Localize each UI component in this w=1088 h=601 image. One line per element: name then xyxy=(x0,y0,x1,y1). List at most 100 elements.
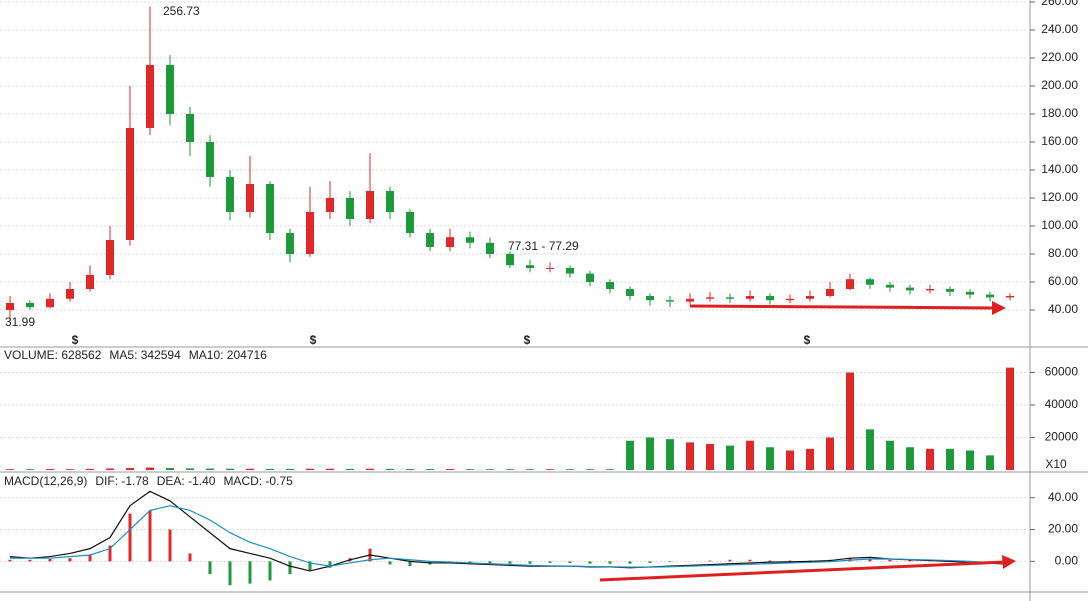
y-tick-label: 140.00 xyxy=(1041,162,1078,176)
volume-bar xyxy=(426,469,434,470)
volume-bar xyxy=(186,468,194,470)
panel-header: MACD: -0.75 xyxy=(223,474,293,488)
macd-line xyxy=(9,490,1011,572)
unit-label: X10 xyxy=(1045,457,1067,471)
volume-bar xyxy=(666,439,674,470)
volume-bar xyxy=(846,372,854,470)
candle-body xyxy=(266,183,274,233)
candle-body xyxy=(446,237,454,247)
candle-body xyxy=(106,239,114,275)
macd-line xyxy=(10,505,1011,568)
candle-body xyxy=(526,265,534,268)
volume-bar xyxy=(126,468,134,470)
y-tick-label: 60000 xyxy=(1045,365,1079,379)
volume-bar xyxy=(546,469,554,470)
volume-bar xyxy=(906,447,914,470)
volume-bar xyxy=(646,437,654,470)
panel-header: MA5: 342594 xyxy=(109,348,181,362)
y-tick-label: 100.00 xyxy=(1041,218,1078,232)
y-tick-label: 160.00 xyxy=(1041,134,1078,148)
candle-body xyxy=(186,113,194,142)
volume-bar xyxy=(686,442,694,470)
volume-bar xyxy=(66,469,74,470)
candle-body xyxy=(986,294,994,298)
y-tick-label: 80.00 xyxy=(1048,246,1078,260)
volume-bar xyxy=(406,469,414,470)
volume-bar xyxy=(26,469,34,470)
volume-bar xyxy=(926,448,934,470)
volume-bar xyxy=(286,468,294,470)
volume-bar xyxy=(46,469,54,470)
volume-bar xyxy=(626,440,634,470)
candle-body xyxy=(386,190,394,212)
candle-body xyxy=(486,242,494,254)
arrow-head xyxy=(992,301,1006,315)
candle-body xyxy=(926,288,934,291)
candle-body xyxy=(206,141,214,177)
volume-bar xyxy=(866,429,874,470)
marks: 40.00 60.00 80.00 100.00 120.00 140.00 160.00 1… xyxy=(0,0,1079,586)
y-tick-label: 220.00 xyxy=(1041,50,1078,64)
candle-body xyxy=(626,288,634,296)
candle-body xyxy=(566,267,574,274)
volume-bar xyxy=(826,437,834,470)
y-tick-label: 260.00 xyxy=(1041,0,1078,8)
marker: $ xyxy=(310,333,317,347)
volume-bar xyxy=(706,444,714,470)
volume-bar xyxy=(946,448,954,470)
panel-header: VOLUME: 628562 xyxy=(4,348,102,362)
y-tick-label: 40.00 xyxy=(1048,490,1078,504)
y-tick-label: 20000 xyxy=(1045,430,1079,444)
volume-bar xyxy=(86,468,94,470)
volume-bar xyxy=(526,469,534,470)
candle-body xyxy=(26,302,34,308)
volume-bar xyxy=(886,440,894,470)
volume-bar xyxy=(966,450,974,470)
candle-body xyxy=(546,267,554,269)
candle-body xyxy=(226,176,234,212)
volume-bar xyxy=(266,468,274,470)
volume-bar xyxy=(226,468,234,470)
panel-header: MACD(12,26,9) xyxy=(4,474,87,488)
volume-bar xyxy=(806,448,814,470)
y-tick-label: 60.00 xyxy=(1048,274,1078,288)
volume-bar xyxy=(166,468,174,470)
volume-bar xyxy=(566,469,574,470)
candle-body xyxy=(1006,295,1014,298)
volume-bar xyxy=(386,468,394,470)
marker: $ xyxy=(72,333,79,347)
volume-bar xyxy=(726,445,734,470)
y-tick-label: 240.00 xyxy=(1041,22,1078,36)
volume-bar xyxy=(586,469,594,470)
candle-body xyxy=(126,127,134,240)
annotation: 77.31 - 77.29 xyxy=(508,239,579,253)
y-tick-label: 40000 xyxy=(1045,397,1079,411)
volume-bar xyxy=(306,468,314,470)
trend-arrows xyxy=(599,301,1016,582)
annotation: 31.99 xyxy=(5,315,35,329)
candle-body xyxy=(586,273,594,282)
candle-body xyxy=(406,211,414,233)
candle-body xyxy=(6,302,14,310)
volume-bar xyxy=(506,469,514,470)
panel-header: MA10: 204716 xyxy=(189,348,267,362)
y-tick-label: 0.00 xyxy=(1055,554,1079,568)
candle-body xyxy=(166,64,174,114)
candle-body xyxy=(746,295,754,299)
candle-body xyxy=(66,288,74,299)
candle-body xyxy=(766,295,774,301)
marker: $ xyxy=(804,333,811,347)
volume-bar xyxy=(366,468,374,470)
arrow-head xyxy=(1002,555,1016,569)
candle-body xyxy=(846,279,854,289)
candle-body xyxy=(246,183,254,212)
arrow-line xyxy=(599,560,1006,582)
candle-body xyxy=(866,279,874,285)
y-tick-label: 40.00 xyxy=(1048,302,1078,316)
volume-bar xyxy=(326,468,334,470)
candle-body xyxy=(86,274,94,289)
candle-body xyxy=(966,291,974,295)
marker: $ xyxy=(524,333,531,347)
y-tick-label: 180.00 xyxy=(1041,106,1078,120)
